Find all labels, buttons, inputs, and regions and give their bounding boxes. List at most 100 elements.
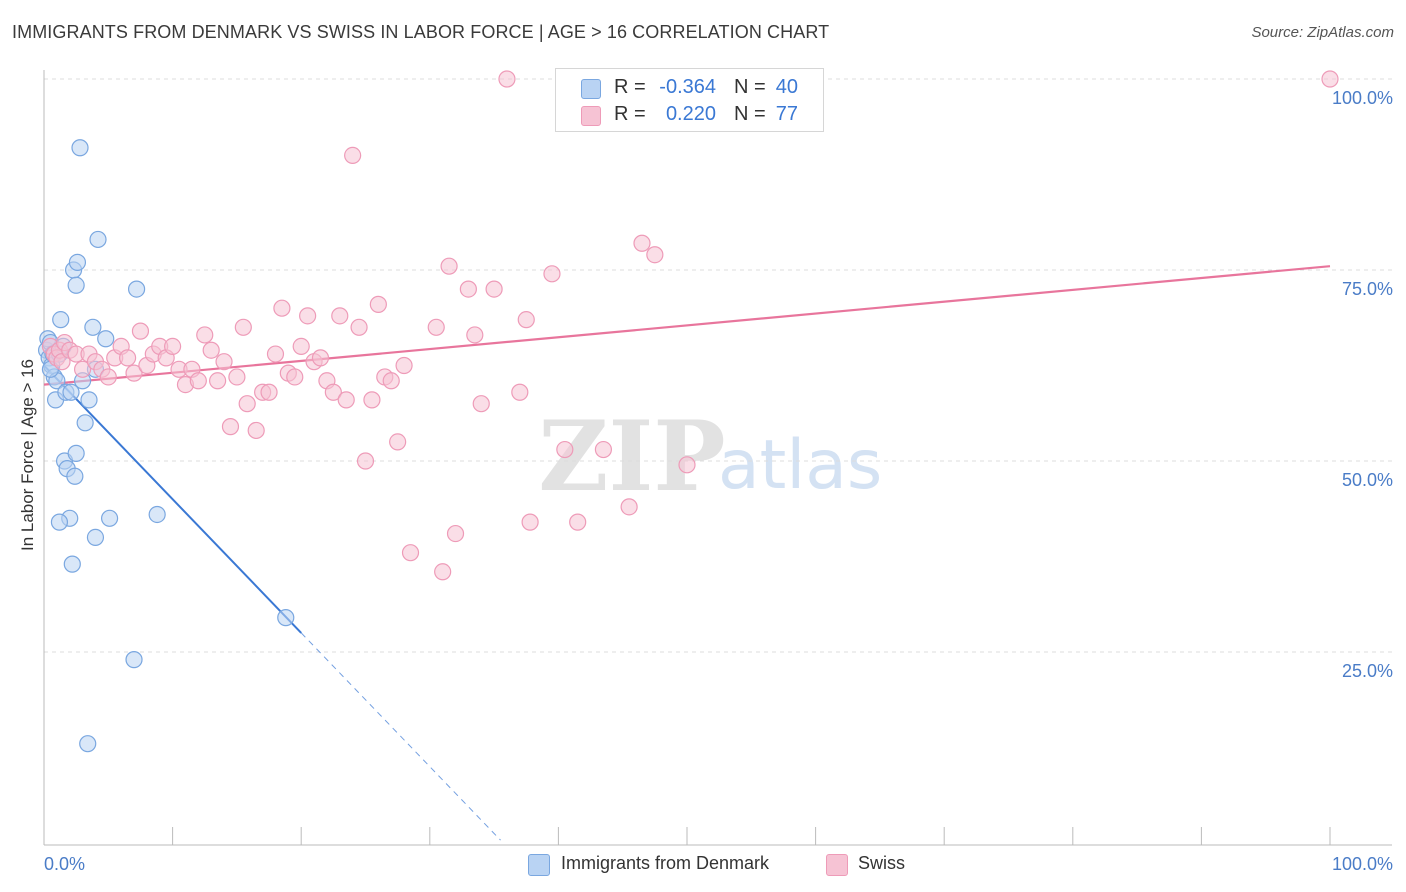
swiss-point xyxy=(440,257,458,275)
n-value: 40 xyxy=(775,76,798,98)
denmark-point xyxy=(80,391,98,409)
n-label: N = xyxy=(734,76,766,98)
legend-label: Immigrants from Denmark xyxy=(561,853,770,873)
y-tick-label: 75.0% xyxy=(1342,279,1393,299)
denmark-point xyxy=(84,318,102,336)
r-value: -0.364 xyxy=(659,76,716,98)
r-label: R = xyxy=(614,103,646,125)
y-tick-label: 100.0% xyxy=(1332,88,1393,108)
swiss-point xyxy=(569,513,587,531)
swiss-point xyxy=(324,383,342,401)
swiss-point xyxy=(234,318,252,336)
swiss-point xyxy=(73,360,92,378)
denmark-point xyxy=(52,311,70,329)
swiss-point xyxy=(434,563,452,581)
swiss-point xyxy=(196,326,214,344)
swiss-point xyxy=(228,368,246,386)
tick-labels: 25.0% 50.0% 75.0% 100.0% 0.0% 100.0% xyxy=(44,88,1393,874)
swiss-point xyxy=(118,349,137,367)
swiss-point xyxy=(202,341,220,359)
swiss-point xyxy=(389,433,407,451)
denmark-point xyxy=(125,651,143,669)
denmark-point xyxy=(148,505,166,524)
swiss-swatch xyxy=(581,106,601,126)
swiss-point xyxy=(556,440,574,459)
swiss-point xyxy=(594,440,613,459)
swiss-point xyxy=(99,368,117,386)
swiss-point xyxy=(382,372,400,390)
swiss-point xyxy=(189,372,207,390)
denmark-legend-swatch xyxy=(528,854,550,876)
swiss-point xyxy=(363,391,381,409)
axes xyxy=(43,70,1392,846)
denmark-swatch xyxy=(581,79,601,99)
denmark-point xyxy=(76,414,94,432)
swiss-point xyxy=(620,498,638,516)
r-label: R = xyxy=(614,76,646,98)
swiss-point xyxy=(286,368,304,386)
swiss-point xyxy=(273,299,291,317)
n-value: 77 xyxy=(775,103,798,125)
swiss-point xyxy=(247,421,265,440)
denmark-trendline xyxy=(43,364,302,634)
swiss-point xyxy=(401,544,420,562)
swiss-point xyxy=(369,295,387,313)
swiss-point xyxy=(238,395,256,413)
swiss-point xyxy=(131,322,150,340)
swiss-point xyxy=(511,383,529,401)
stats-legend: R = -0.364 N = 40 R = 0.220 N = 77 xyxy=(555,68,824,132)
swiss-point xyxy=(350,318,368,336)
swiss-point xyxy=(331,307,349,325)
stats-row-swiss: R = 0.220 N = 77 xyxy=(556,100,823,128)
swiss-point xyxy=(646,246,664,264)
swiss-point xyxy=(543,265,561,283)
denmark-point xyxy=(127,280,146,298)
watermark: ZIP atlas xyxy=(538,400,882,513)
source-label: Source: ZipAtlas.com xyxy=(1251,24,1394,41)
denmark-point xyxy=(71,139,89,157)
swiss-point xyxy=(260,383,278,401)
swiss-trendline xyxy=(43,265,1331,386)
swiss-point xyxy=(1321,70,1339,88)
denmark-point xyxy=(79,735,97,753)
swiss-point xyxy=(266,345,285,363)
chart-title: IMMIGRANTS FROM DENMARK VS SWISS IN LABO… xyxy=(12,22,830,42)
denmark-point xyxy=(97,330,115,348)
r-value: 0.220 xyxy=(665,103,716,125)
swiss-point xyxy=(498,70,516,88)
swiss-point xyxy=(633,234,651,252)
denmark-point xyxy=(100,509,119,527)
swiss-point xyxy=(311,349,330,367)
swiss-point xyxy=(125,364,143,382)
denmark-point xyxy=(86,528,105,547)
swiss-point xyxy=(678,456,696,474)
swiss-point xyxy=(337,391,355,409)
swiss-point xyxy=(521,513,539,531)
denmark-point xyxy=(67,276,85,294)
y-tick-label: 25.0% xyxy=(1342,661,1393,681)
swiss-point xyxy=(221,418,240,436)
swiss-point xyxy=(485,280,503,298)
trendlines xyxy=(43,265,1331,841)
y-tick-label: 50.0% xyxy=(1342,470,1393,490)
swiss-point xyxy=(466,326,484,344)
denmark-point xyxy=(66,467,84,485)
denmark-trendline-extension xyxy=(300,632,501,841)
points xyxy=(37,70,1339,753)
swiss-legend-swatch xyxy=(826,854,848,876)
swiss-point xyxy=(299,307,317,325)
n-label: N = xyxy=(734,103,766,125)
stats-row-denmark: R = -0.364 N = 40 xyxy=(556,73,823,101)
swiss-point xyxy=(292,337,310,355)
swiss-point xyxy=(215,353,233,371)
swiss-point xyxy=(356,452,375,470)
swiss-point xyxy=(209,372,227,390)
swiss-point xyxy=(344,146,362,164)
legend-label: Swiss xyxy=(858,853,906,873)
swiss-point xyxy=(427,318,445,336)
swiss-point xyxy=(164,337,182,355)
denmark-point xyxy=(89,230,107,249)
swiss-point xyxy=(517,311,535,329)
x-tick-label: 0.0% xyxy=(44,854,85,874)
